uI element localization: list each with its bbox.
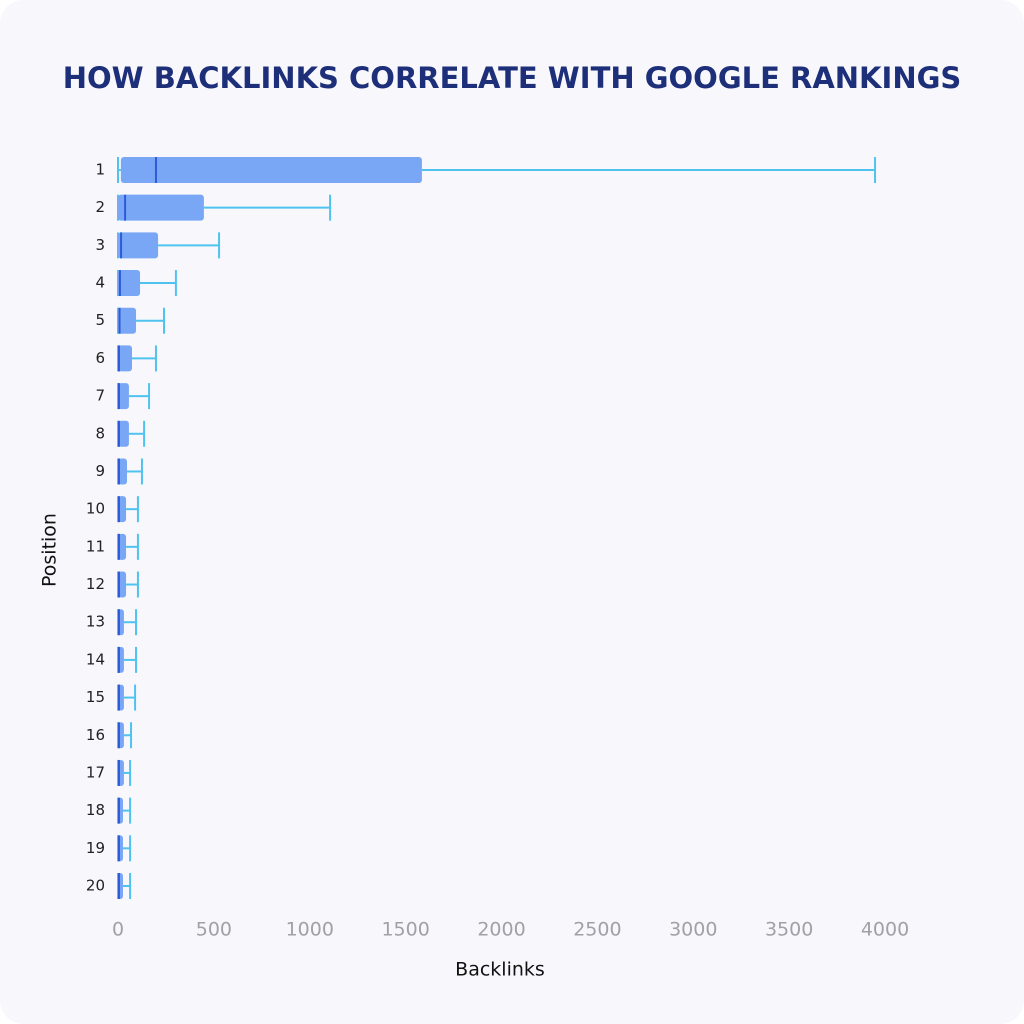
box: [118, 232, 159, 259]
y-axis-label: Position: [39, 513, 61, 587]
y-tick-label: 5: [95, 311, 105, 329]
x-tick-label: 2000: [477, 919, 525, 941]
box: [118, 571, 127, 598]
x-tick-label: 1000: [286, 919, 334, 941]
y-tick-label: 14: [86, 650, 105, 668]
y-tick-label: 11: [86, 537, 105, 555]
y-tick-label: 8: [95, 424, 105, 442]
box: [118, 345, 132, 372]
x-tick-label: 500: [196, 919, 232, 941]
y-tick-label: 17: [86, 763, 105, 781]
y-tick-label: 13: [86, 613, 105, 631]
x-tick-label: 3500: [765, 919, 813, 941]
y-tick-label: 4: [95, 274, 105, 292]
x-tick-label: 4000: [861, 919, 909, 941]
y-tick-label: 19: [86, 839, 105, 857]
y-tick-label: 3: [95, 236, 105, 254]
x-tick-label: 1500: [381, 919, 429, 941]
x-tick-label: 3000: [669, 919, 717, 941]
x-axis-label: Backlinks: [455, 959, 545, 981]
y-tick-label: 7: [95, 387, 105, 405]
y-tick-label: 9: [95, 462, 105, 480]
box: [118, 307, 137, 334]
y-tick-label: 1: [95, 161, 105, 179]
box: [118, 383, 129, 410]
x-tick-label: 0: [112, 919, 124, 941]
y-tick-label: 10: [86, 500, 105, 518]
box: [118, 458, 128, 485]
x-tick-label: 2500: [573, 919, 621, 941]
box: [118, 496, 127, 523]
box: [118, 420, 129, 447]
chart-title: HOW BACKLINKS CORRELATE WITH GOOGLE RANK…: [63, 61, 962, 95]
y-tick-label: 16: [86, 726, 105, 744]
box: [120, 157, 422, 183]
box: [118, 270, 141, 297]
y-tick-label: 15: [86, 688, 105, 706]
y-tick-label: 2: [95, 198, 105, 216]
box: [118, 533, 127, 560]
y-tick-label: 6: [95, 349, 105, 367]
y-tick-label: 18: [86, 801, 105, 819]
y-tick-label: 12: [86, 575, 105, 593]
box: [118, 194, 204, 221]
y-tick-label: 20: [86, 877, 105, 895]
